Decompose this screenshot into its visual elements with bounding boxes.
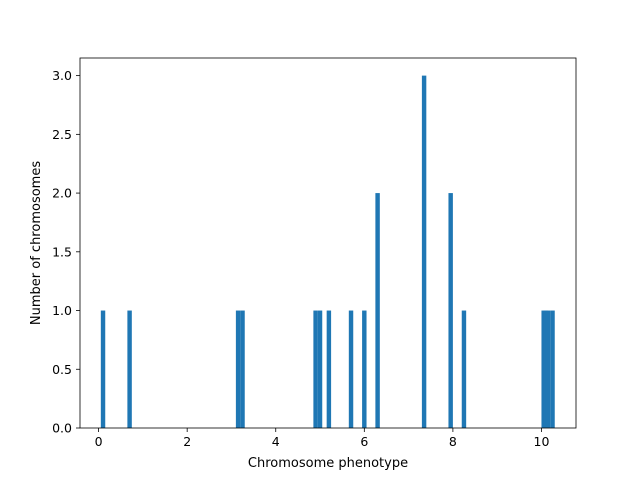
- x-tick-label-1: 2: [183, 434, 191, 449]
- bar-0-5: [317, 310, 323, 428]
- bar-0-1: [127, 310, 132, 428]
- y-tick-label-3: 1.5: [52, 244, 72, 259]
- x-tick-label-3: 6: [360, 434, 368, 449]
- bar-0-15: [545, 310, 551, 428]
- bar-0-3: [240, 310, 245, 428]
- y-tick-label-6: 3.0: [52, 68, 72, 83]
- x-tick-label-2: 4: [272, 434, 280, 449]
- y-axis-label: Number of chromosomes: [29, 161, 44, 325]
- x-tick-label-4: 8: [449, 434, 457, 449]
- plot-frame: [79, 57, 577, 429]
- bar-0-2: [235, 310, 241, 428]
- bars-group: [100, 75, 555, 428]
- bar-0-0: [100, 310, 106, 428]
- y-tick-label-1: 0.5: [52, 362, 72, 377]
- x-tick-label-5: 10: [534, 434, 550, 449]
- x-axis-label: Chromosome phenotype: [248, 456, 408, 471]
- bar-0-7: [348, 310, 354, 428]
- y-tick-label-4: 2.0: [52, 186, 72, 201]
- bar-0-10: [421, 75, 427, 428]
- bar-0-16: [550, 310, 555, 428]
- y-tick-label-2: 1.0: [52, 303, 72, 318]
- bar-0-12: [461, 310, 467, 428]
- y-tick-label-5: 2.5: [52, 127, 72, 142]
- x-tick-label-0: 0: [95, 434, 103, 449]
- bar-0-6: [326, 310, 332, 428]
- bar-0-9: [375, 193, 380, 428]
- bar-0-11: [448, 193, 453, 428]
- bar-0-8: [362, 310, 367, 428]
- y-axis: 0.0 0.5 1.0 1.5 2.0 2.5 3.0: [52, 68, 80, 436]
- x-axis: 0 2 4 6 8 10: [95, 428, 550, 449]
- bar-0-4: [313, 310, 318, 428]
- y-tick-label-0: 0.0: [52, 421, 72, 436]
